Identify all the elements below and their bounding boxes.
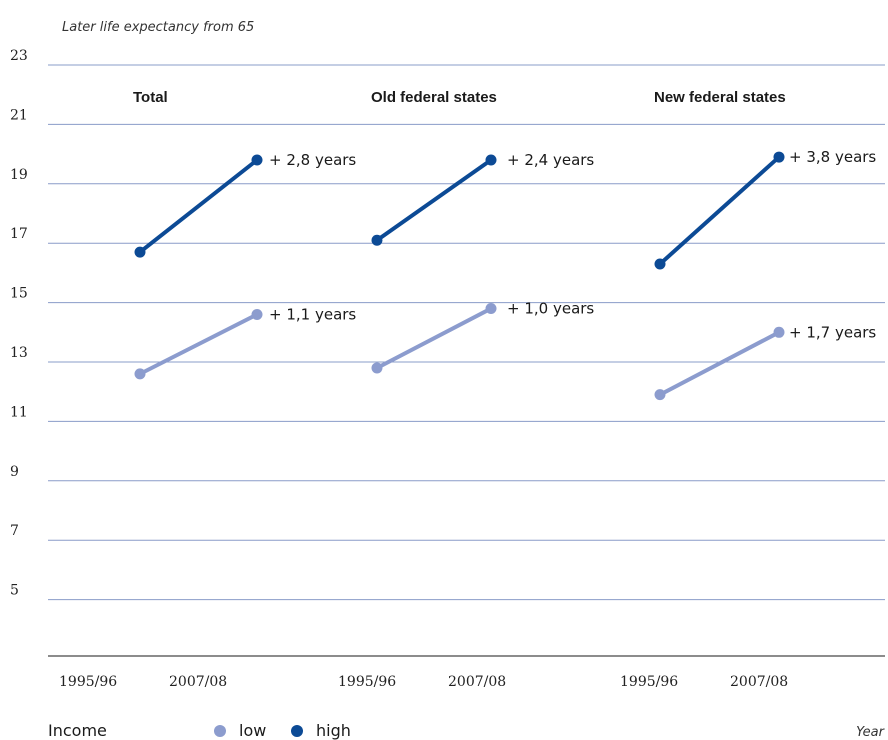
x-tick-label: 1995/96	[620, 674, 678, 690]
data-point-low	[371, 362, 383, 374]
series-line-high	[375, 158, 493, 243]
data-point-high	[654, 258, 666, 270]
series-line-high	[658, 155, 781, 266]
y-tick-label: 7	[10, 523, 19, 539]
legend-label-low: low	[239, 721, 266, 740]
panels: Total 1995/96 2007/08 + 2,8 years + 1,1 year…	[59, 89, 876, 690]
x-tick-label: 2007/08	[448, 674, 506, 690]
y-tick-label: 5	[10, 583, 19, 599]
y-tick-label: 11	[10, 404, 28, 420]
panel-title: New federal states	[654, 89, 786, 106]
data-point-high	[773, 151, 785, 163]
series-line-high	[138, 158, 259, 255]
y-tick-label: 13	[10, 345, 28, 361]
data-point-low	[654, 389, 666, 401]
delta-label-low: + 1,0 years	[507, 300, 594, 318]
y-tick-label: 19	[10, 167, 28, 183]
panel-title: Total	[133, 89, 168, 106]
data-point-high	[371, 234, 383, 246]
y-tick-label: 17	[10, 226, 28, 242]
data-point-high	[485, 154, 497, 166]
data-point-low	[773, 326, 785, 338]
series-line-low	[658, 330, 781, 397]
panel-3: New federal states 1995/96 2007/08 + 3,8 ye…	[620, 89, 876, 690]
data-point-high	[134, 246, 146, 258]
delta-label-low: + 1,1 years	[269, 305, 356, 323]
delta-label-high: + 3,8 years	[789, 148, 876, 166]
legend-swatch-low	[214, 725, 226, 737]
y-tick-label: 15	[10, 286, 28, 302]
y-tick-label: 23	[10, 48, 28, 64]
x-tick-label: 1995/96	[338, 674, 396, 690]
data-point-high	[251, 154, 263, 166]
delta-label-low: + 1,7 years	[789, 323, 876, 341]
x-axis-title: Year	[856, 725, 885, 740]
panel-2: Old federal states 1995/96 2007/08 + 2,4 ye…	[338, 89, 594, 690]
y-axis-title: Later life expectancy from 65	[62, 20, 254, 35]
legend-swatch-high	[291, 725, 303, 737]
delta-label-high: + 2,8 years	[269, 151, 356, 169]
y-tick-label: 21	[10, 107, 28, 123]
x-tick-label: 1995/96	[59, 674, 117, 690]
series-line-low	[375, 306, 493, 370]
data-point-low	[251, 308, 263, 320]
delta-label-high: + 2,4 years	[507, 151, 594, 169]
legend: Income low high	[48, 721, 351, 740]
data-point-low	[485, 303, 497, 315]
gridlines	[48, 64, 885, 601]
x-tick-label: 2007/08	[169, 674, 227, 690]
legend-label-high: high	[316, 721, 351, 740]
data-point-low	[134, 368, 146, 380]
series-line-low	[138, 312, 259, 376]
panel-title: Old federal states	[371, 89, 497, 106]
y-tick-labels: 5 7 9 11 13 15 17 19 21 23	[10, 48, 28, 599]
y-tick-label: 9	[10, 464, 19, 480]
legend-title: Income	[48, 721, 107, 740]
panel-1: Total 1995/96 2007/08 + 2,8 years + 1,1 year…	[59, 89, 356, 690]
x-tick-label: 2007/08	[730, 674, 788, 690]
